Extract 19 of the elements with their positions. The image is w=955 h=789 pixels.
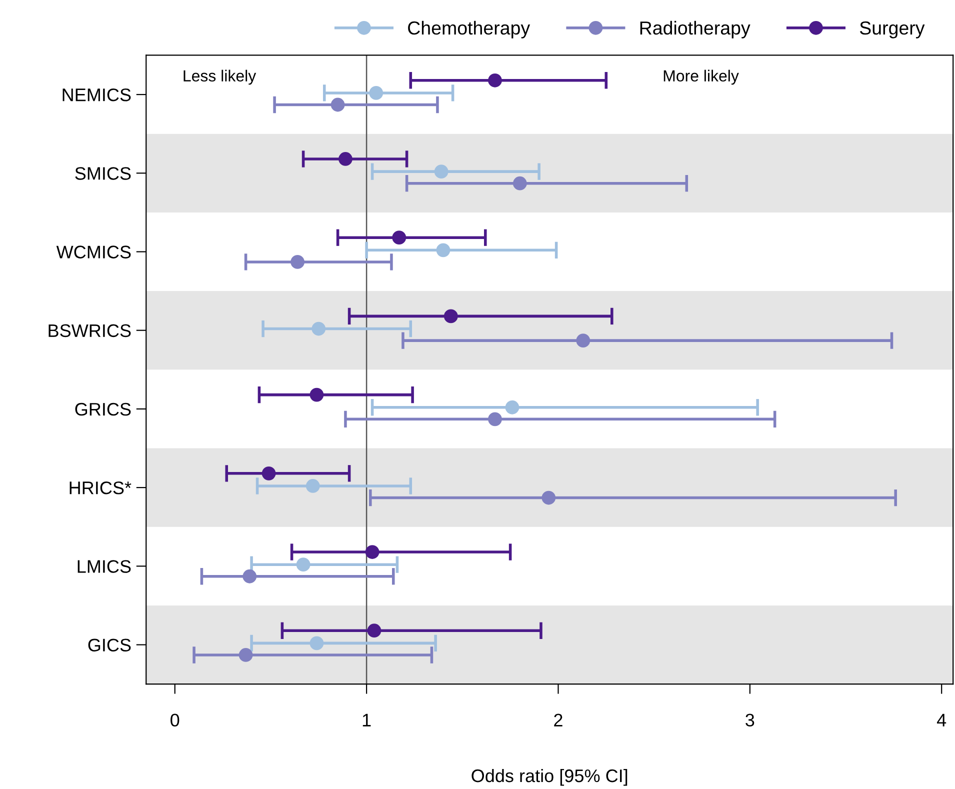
y-tick-label: BSWRICS xyxy=(48,324,131,338)
legend-label: Radiotherapy xyxy=(640,20,750,38)
x-tick-label: 4 xyxy=(936,714,946,726)
x-tick-label: 2 xyxy=(554,714,562,726)
y-tick-label: SMICS xyxy=(75,167,131,180)
legend-label: Surgery xyxy=(860,21,925,38)
y-tick-label: GICS xyxy=(88,638,131,652)
x-tick-label: 3 xyxy=(746,714,754,726)
y-tick-label: WCMICS xyxy=(56,246,131,258)
annotation: More likely xyxy=(664,70,739,85)
legend-label: Chemotherapy xyxy=(408,20,530,38)
y-tick-label: HRICS* xyxy=(70,481,132,494)
x-tick-label: 0 xyxy=(170,714,180,726)
x-axis-title: Odds ratio [95% CI] xyxy=(472,768,628,786)
annotation: Less likely xyxy=(184,70,256,85)
y-tick-label: NEMICS xyxy=(62,88,131,102)
x-tick-label: 1 xyxy=(362,714,371,726)
y-tick-label: GRICS xyxy=(75,402,131,416)
y-tick-label: LMICS xyxy=(78,560,131,573)
